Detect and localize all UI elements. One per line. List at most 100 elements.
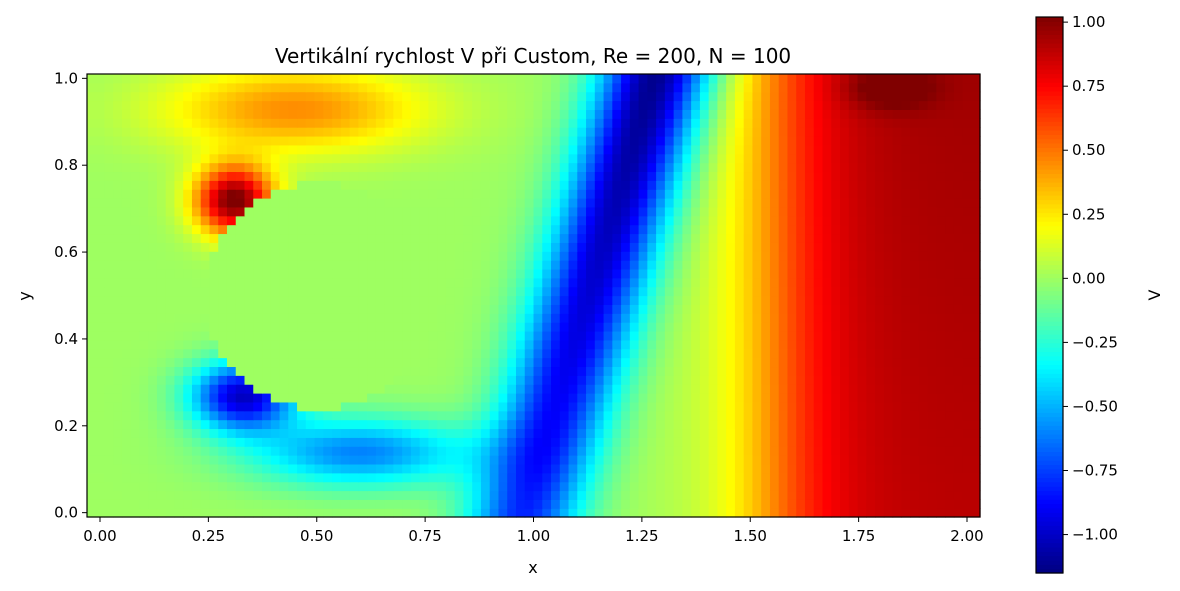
heatmap-cell <box>656 481 666 492</box>
heatmap-cell <box>962 224 981 235</box>
heatmap-cell <box>87 189 105 199</box>
heatmap-cell <box>270 109 281 119</box>
heatmap-cell <box>726 322 736 332</box>
heatmap-cell <box>866 384 876 394</box>
heatmap-cell <box>148 401 158 412</box>
heatmap-cell <box>515 401 526 412</box>
heatmap-cell <box>226 233 237 243</box>
heatmap-cell <box>629 198 640 208</box>
heatmap-cell <box>130 242 141 252</box>
heatmap-cell <box>332 206 342 217</box>
heatmap-cell <box>551 446 561 456</box>
heatmap-cell <box>139 304 149 314</box>
heatmap-cell <box>375 455 386 465</box>
heatmap-cell <box>752 109 762 119</box>
heatmap-cell <box>542 419 552 430</box>
heatmap-cell <box>594 180 605 190</box>
heatmap-cell <box>358 392 368 403</box>
heatmap-cell <box>174 437 184 447</box>
heatmap-cell <box>332 251 342 261</box>
heatmap-cell <box>638 260 648 270</box>
heatmap-cell <box>603 481 613 492</box>
heatmap-cell <box>734 251 745 261</box>
heatmap-cell <box>226 286 237 297</box>
heatmap-cell <box>629 330 640 341</box>
heatmap-cell <box>410 384 421 394</box>
heatmap-cell <box>253 233 263 243</box>
heatmap-cell <box>953 437 964 447</box>
heatmap-cell <box>445 481 456 492</box>
heatmap-cell <box>831 100 841 110</box>
heatmap-cell <box>524 472 535 483</box>
heatmap-cell <box>288 508 298 518</box>
heatmap-cell <box>130 437 141 447</box>
heatmap-cell <box>121 268 132 279</box>
heatmap-cell <box>332 304 342 314</box>
heatmap-cell <box>699 82 710 93</box>
heatmap-cell <box>927 242 937 252</box>
heatmap-cell <box>629 109 640 119</box>
heatmap-cell <box>288 189 298 199</box>
heatmap-cell <box>402 260 412 270</box>
heatmap-cell <box>288 206 298 217</box>
heatmap-cell <box>726 463 736 474</box>
heatmap-cell <box>796 357 806 368</box>
heatmap-cell <box>594 109 605 119</box>
heatmap-cell <box>209 260 219 270</box>
heatmap-cell <box>717 295 727 305</box>
heatmap-cell <box>603 206 613 217</box>
heatmap-cell <box>892 233 902 243</box>
heatmap-cell <box>148 472 158 483</box>
heatmap-cell <box>840 392 850 403</box>
heatmap-cell <box>402 348 412 359</box>
heatmap-cell <box>428 384 438 394</box>
heatmap-cell <box>437 251 447 261</box>
heatmap-cell <box>822 189 832 199</box>
heatmap-cell <box>866 410 876 421</box>
heatmap-cell <box>682 109 692 119</box>
heatmap-cell <box>594 286 605 297</box>
heatmap-cell <box>384 242 394 252</box>
heatmap-cell <box>848 260 859 270</box>
heatmap-cell <box>638 330 648 341</box>
heatmap-cell <box>866 339 876 350</box>
heatmap-cell <box>813 109 824 119</box>
heatmap-cell <box>410 198 421 208</box>
heatmap-cell <box>769 366 780 376</box>
heatmap-cell <box>244 401 254 412</box>
heatmap-cell <box>551 348 561 359</box>
heatmap-cell <box>402 127 412 137</box>
heatmap-cell <box>945 490 955 500</box>
heatmap-cell <box>524 410 535 421</box>
heatmap-cell <box>358 251 368 261</box>
heatmap-cell <box>822 463 832 474</box>
heatmap-cell <box>901 91 911 102</box>
heatmap-cell <box>437 109 447 119</box>
heatmap-cell <box>428 215 438 226</box>
heatmap-cell <box>857 463 867 474</box>
heatmap-cell <box>612 401 622 412</box>
heatmap-cell <box>305 268 316 279</box>
heatmap-cell <box>734 171 745 181</box>
heatmap-cell <box>174 100 184 110</box>
heatmap-cell <box>507 392 517 403</box>
heatmap-cell <box>848 437 859 447</box>
heatmap-cell <box>743 322 754 332</box>
heatmap-cell <box>218 277 228 288</box>
heatmap-cell <box>393 322 403 332</box>
heatmap-cell <box>551 375 561 385</box>
heatmap-cell <box>682 233 692 243</box>
heatmap-cell <box>130 410 141 421</box>
heatmap-cell <box>656 384 666 394</box>
heatmap-cell <box>901 481 911 492</box>
heatmap-cell <box>568 233 578 243</box>
heatmap-cell <box>139 82 149 93</box>
heatmap-cell <box>752 144 762 155</box>
heatmap-cell <box>761 437 771 447</box>
heatmap-cell <box>384 490 394 500</box>
heatmap-cell <box>428 357 438 368</box>
heatmap-cell <box>515 162 526 173</box>
heatmap-cell <box>454 463 465 474</box>
heatmap-cell <box>708 260 719 270</box>
heatmap-cell <box>191 472 202 483</box>
